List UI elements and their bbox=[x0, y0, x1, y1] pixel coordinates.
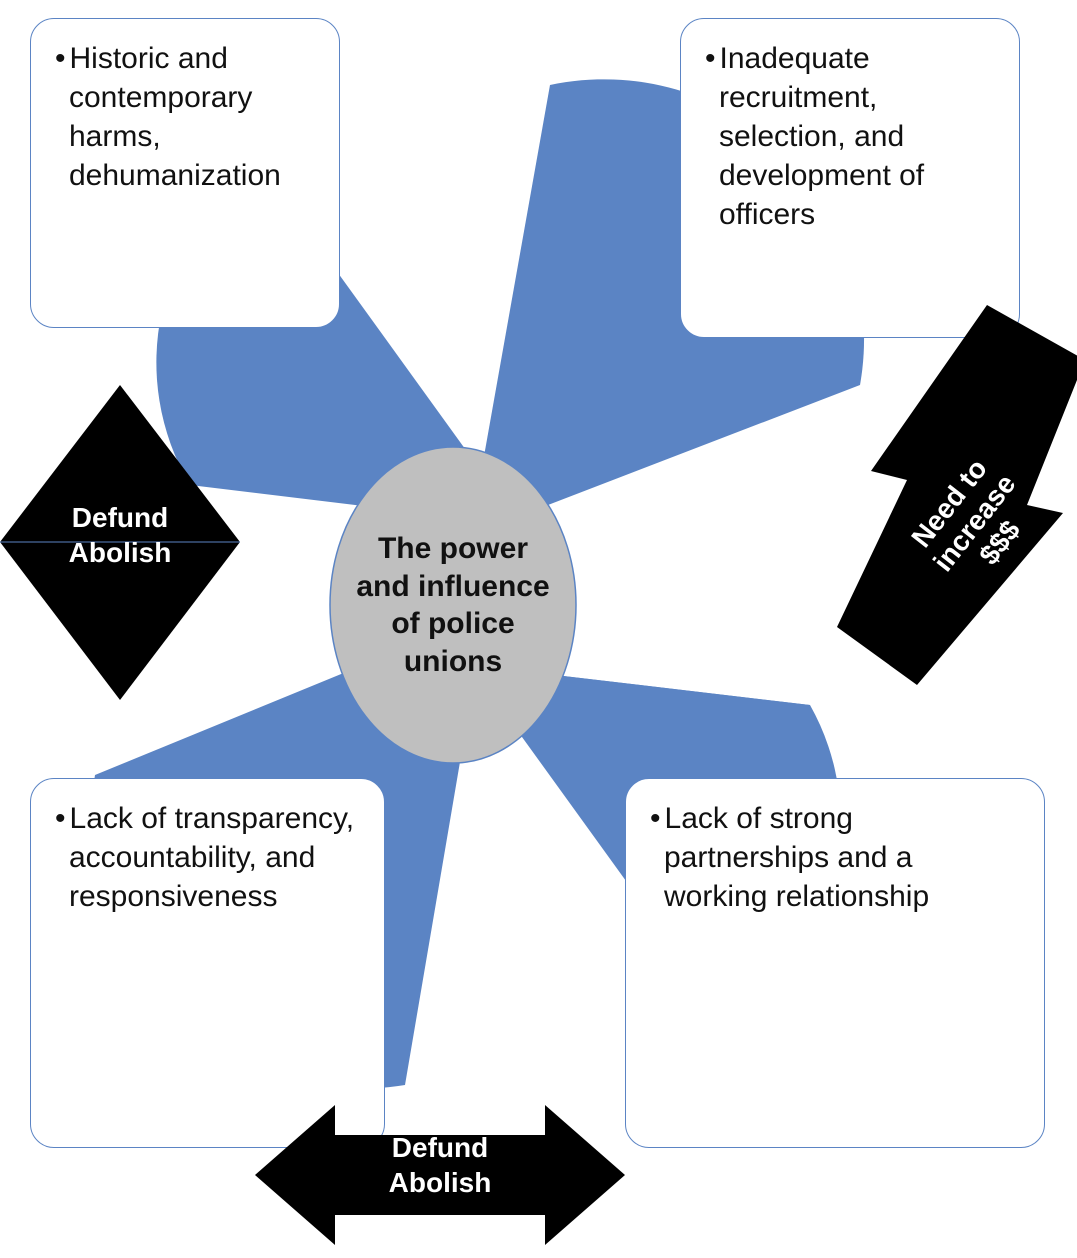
box-top-left: Historic and contemporary harms, dehuman… bbox=[30, 18, 340, 328]
diamond-line2: Abolish bbox=[69, 537, 172, 568]
diamond-line1: Defund bbox=[72, 502, 168, 533]
box-bottom-right: Lack of strong partnerships and a workin… bbox=[625, 778, 1045, 1148]
box-bottom-left-text: Lack of transparency, accountability, an… bbox=[55, 799, 360, 916]
callout-double-arrow-bottom-text: Defund Abolish bbox=[255, 1130, 625, 1200]
box-top-left-text: Historic and contemporary harms, dehuman… bbox=[55, 39, 315, 195]
double-arrow-line2: Abolish bbox=[389, 1167, 492, 1198]
box-bottom-right-text: Lack of strong partnerships and a workin… bbox=[650, 799, 1020, 916]
diagram-canvas: Historic and contemporary harms, dehuman… bbox=[0, 0, 1077, 1258]
box-top-right-text: Inadequate recruitment, selection, and d… bbox=[705, 39, 995, 234]
callout-diamond-left-text: Defund Abolish bbox=[0, 500, 240, 570]
center-oval-text: The power and influence of police unions bbox=[328, 530, 578, 680]
center-oval: The power and influence of police unions bbox=[328, 445, 578, 765]
box-bottom-left: Lack of transparency, accountability, an… bbox=[30, 778, 385, 1148]
double-arrow-line1: Defund bbox=[392, 1132, 488, 1163]
box-top-right: Inadequate recruitment, selection, and d… bbox=[680, 18, 1020, 338]
